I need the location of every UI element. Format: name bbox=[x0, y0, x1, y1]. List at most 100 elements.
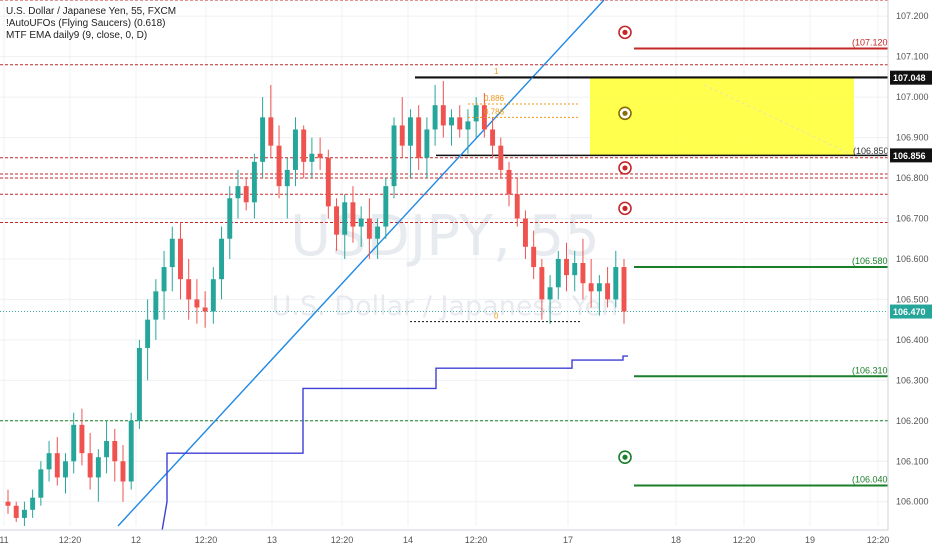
candle-body bbox=[251, 161, 257, 203]
candle-body bbox=[104, 441, 110, 458]
candle-body bbox=[317, 153, 323, 158]
candle-body bbox=[268, 117, 274, 146]
y-tick-label: 106.000 bbox=[896, 497, 929, 507]
ufo-marker-core bbox=[622, 165, 628, 171]
y-tick-label: 106.900 bbox=[896, 133, 929, 143]
candle-body bbox=[596, 283, 602, 292]
candle-body bbox=[375, 226, 381, 239]
y-tick-label: 106.800 bbox=[896, 173, 929, 183]
x-tick-label: 12:20 bbox=[465, 535, 488, 545]
candle-body bbox=[79, 424, 85, 454]
candle-body bbox=[120, 461, 126, 482]
legend-indicator-ema[interactable]: MTF EMA daily9 (9, close, 0, D) bbox=[6, 30, 148, 41]
candle-body bbox=[169, 238, 175, 268]
candle-body bbox=[46, 453, 52, 470]
candle-body bbox=[334, 206, 339, 235]
candle-body bbox=[71, 424, 77, 462]
y-tick-label: 106.700 bbox=[896, 213, 929, 223]
price-tag bbox=[890, 304, 932, 319]
candle-body bbox=[432, 105, 438, 130]
candle-body bbox=[5, 501, 11, 506]
watermark-symbol: USDJPY, 55 bbox=[290, 204, 600, 269]
y-tick-label: 106.300 bbox=[896, 375, 929, 385]
candle-body bbox=[87, 453, 93, 478]
candle-body bbox=[153, 291, 159, 320]
fib-label: 1 bbox=[494, 67, 499, 76]
candle-body bbox=[276, 145, 282, 187]
fib-label: 0 bbox=[494, 312, 499, 321]
target-label: (106.040) bbox=[852, 475, 891, 485]
price-axis-bg bbox=[888, 0, 932, 550]
x-tick-label: 12:20 bbox=[733, 535, 756, 545]
y-tick-label: 106.500 bbox=[896, 294, 929, 304]
candle-body bbox=[63, 461, 68, 478]
target-label: (106.310) bbox=[852, 365, 891, 375]
fib-label: 0.786 bbox=[484, 107, 505, 116]
candle-body bbox=[514, 194, 520, 219]
x-tick-label: 14 bbox=[403, 535, 413, 545]
candle-body bbox=[391, 125, 397, 187]
candle-body bbox=[555, 258, 561, 288]
ufo-markers bbox=[618, 25, 632, 465]
target-label: (106.580) bbox=[852, 256, 891, 266]
candle-body bbox=[309, 153, 315, 162]
legend-symbol[interactable]: U.S. Dollar / Japanese Yen, 55, FXCM bbox=[6, 6, 177, 17]
candle-body bbox=[490, 129, 496, 146]
ufo-marker-core bbox=[622, 110, 628, 116]
candle-body bbox=[498, 145, 504, 170]
ufo-marker-core bbox=[622, 454, 628, 460]
price-tag-text: 107.048 bbox=[893, 73, 926, 83]
fib-layer: 1 0.886 0.786 0 bbox=[410, 67, 888, 323]
candle-body bbox=[38, 469, 44, 498]
candle-body bbox=[136, 347, 142, 421]
watermark-description: U.S. Dollar / Japanese Yen bbox=[272, 291, 619, 322]
y-tick-label: 106.200 bbox=[896, 416, 929, 426]
candle-body bbox=[243, 186, 249, 203]
candle-body bbox=[260, 117, 266, 162]
legend-indicator-ufos[interactable]: !AutoUFOs (Flying Saucers) (0.618) bbox=[6, 18, 166, 29]
ema-line bbox=[161, 355, 628, 532]
candle-body bbox=[506, 169, 512, 195]
ema-layer bbox=[161, 355, 628, 532]
candle-body bbox=[325, 157, 331, 207]
candle-body bbox=[342, 202, 348, 235]
x-tick-label: 11 bbox=[0, 535, 9, 545]
trendline-layer bbox=[117, 0, 605, 527]
candle-body bbox=[95, 457, 101, 478]
candle-body bbox=[186, 279, 192, 300]
x-tick-label: 18 bbox=[671, 535, 681, 545]
candle-body bbox=[539, 267, 545, 300]
candle-body bbox=[219, 238, 225, 280]
y-tick-label: 106.400 bbox=[896, 335, 929, 345]
candle-body bbox=[605, 283, 611, 300]
candle-body bbox=[621, 267, 627, 312]
fib-label: 0.886 bbox=[484, 94, 505, 103]
y-tick-label: 107.100 bbox=[896, 52, 929, 62]
time-axis-bg bbox=[0, 530, 932, 550]
x-tick-label: 12 bbox=[131, 535, 141, 545]
candle-body bbox=[301, 129, 307, 162]
candle-body bbox=[366, 218, 372, 239]
candle-body bbox=[424, 129, 430, 158]
y-tick-label: 106.100 bbox=[896, 456, 929, 466]
candle-body bbox=[112, 441, 118, 462]
candle-body bbox=[350, 202, 356, 227]
candle-body bbox=[580, 263, 586, 284]
price-tag bbox=[890, 70, 932, 85]
candle-body bbox=[473, 105, 479, 122]
candle-body bbox=[564, 258, 569, 276]
candle-body bbox=[202, 307, 208, 312]
candle-body bbox=[547, 287, 553, 300]
x-tick-label: 12:20 bbox=[867, 535, 890, 545]
candle-body bbox=[178, 238, 183, 280]
zone-layer: (106.850) bbox=[590, 76, 892, 156]
candle-body bbox=[145, 319, 151, 348]
candle-body bbox=[54, 453, 60, 478]
candle-body bbox=[13, 505, 19, 518]
candle-body bbox=[194, 299, 200, 308]
candle-body bbox=[531, 246, 537, 268]
candle-body bbox=[449, 117, 454, 126]
candle-body bbox=[440, 105, 446, 126]
